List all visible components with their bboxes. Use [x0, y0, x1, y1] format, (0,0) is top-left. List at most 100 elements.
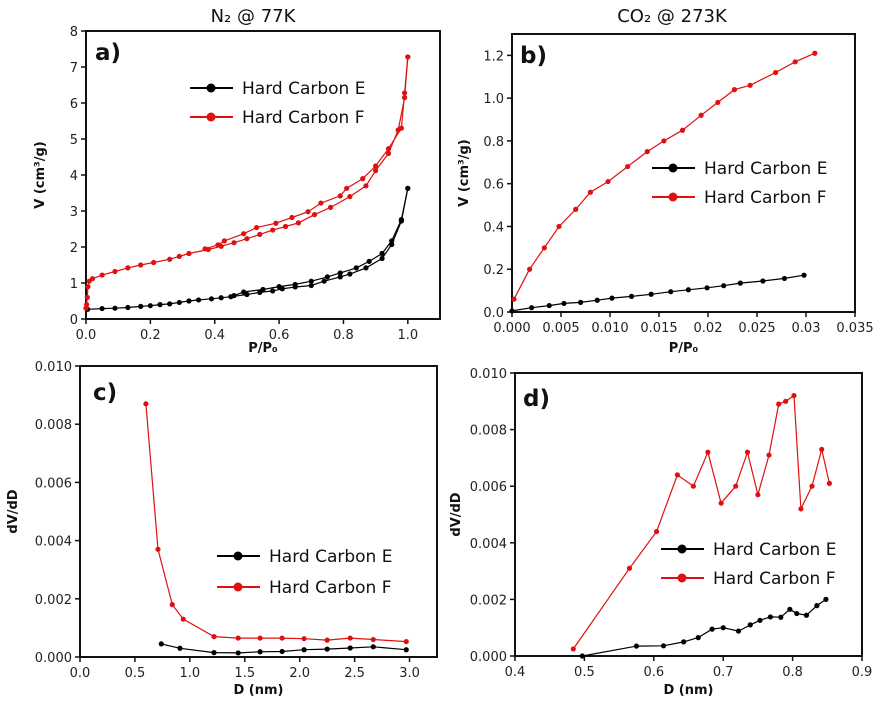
- y-tick-label: 3: [70, 205, 78, 220]
- data-point: [747, 82, 753, 88]
- data-point: [773, 69, 779, 76]
- x-axis-label: D (nm): [233, 683, 283, 698]
- data-point: [211, 634, 217, 640]
- plot-frame: [514, 372, 863, 657]
- data-point: [587, 189, 594, 195]
- data-point: [791, 393, 797, 399]
- y-tick-label: 1.2: [483, 49, 504, 64]
- data-point: [679, 127, 686, 133]
- x-tick-label: 0.005: [542, 321, 579, 336]
- data-point: [167, 301, 173, 307]
- data-point: [282, 223, 289, 230]
- series-hard-carbon-f: [511, 50, 818, 302]
- data-point: [337, 270, 343, 276]
- x-axis-label: P/P₀: [669, 341, 699, 356]
- x-axis-label: D (nm): [663, 683, 713, 698]
- data-point: [257, 649, 263, 655]
- data-point: [370, 644, 376, 650]
- legend-marker: [233, 551, 243, 561]
- data-point: [125, 304, 131, 311]
- x-tick-label: 0.015: [640, 321, 677, 336]
- data-point: [379, 250, 385, 257]
- data-point: [373, 163, 379, 169]
- y-tick-label: 0.004: [35, 535, 72, 550]
- chart-panel-c: 0.0 0.5 1.0 1.5 2.0 2.5 3.0 0.000 0.002 0.004 0.00…: [6, 360, 438, 698]
- data-point: [735, 628, 742, 634]
- data-point: [695, 635, 701, 641]
- data-point: [218, 295, 224, 301]
- legend-label: Hard Carbon F: [242, 108, 365, 128]
- data-point: [138, 262, 144, 268]
- data-point: [301, 636, 307, 642]
- y-tick-label: 1: [70, 277, 78, 292]
- data-point: [231, 293, 237, 299]
- panel-label: a): [95, 40, 121, 66]
- data-point: [398, 125, 404, 131]
- data-point: [279, 635, 285, 641]
- data-point: [798, 506, 804, 512]
- x-tick-label: 0.8: [782, 665, 803, 680]
- data-point: [685, 287, 692, 293]
- legend-marker: [206, 83, 216, 93]
- data-point: [609, 295, 615, 301]
- data-point: [150, 259, 157, 266]
- data-point: [766, 452, 772, 458]
- x-tick-label: 0.010: [591, 321, 628, 336]
- x-tick-label: 1.5: [234, 666, 255, 681]
- data-point: [803, 612, 810, 618]
- data-point: [403, 647, 409, 653]
- data-point: [794, 610, 800, 617]
- data-point: [628, 293, 635, 299]
- chart-title: CO₂ @ 273K: [617, 6, 728, 27]
- data-point: [705, 449, 711, 455]
- data-point: [347, 635, 353, 641]
- y-tick-label: 5: [70, 133, 78, 148]
- data-point: [241, 231, 247, 237]
- data-point: [84, 294, 90, 300]
- data-point: [138, 303, 144, 309]
- data-point: [196, 297, 202, 303]
- legend-marker: [233, 582, 243, 592]
- x-tick-label: 0.02: [694, 321, 723, 336]
- data-point: [353, 265, 359, 271]
- x-tick-label: 0.6: [643, 665, 664, 680]
- data-point: [85, 284, 91, 290]
- data-point: [787, 606, 793, 612]
- data-point: [570, 646, 576, 652]
- data-point: [385, 150, 392, 156]
- data-point: [605, 178, 611, 185]
- data-point: [573, 206, 579, 212]
- data-point: [186, 298, 192, 304]
- x-tick-label: 0.000: [493, 321, 530, 336]
- data-point: [594, 297, 600, 303]
- y-axis-label: dV/dD: [449, 492, 464, 536]
- legend-label: Hard Carbon E: [704, 159, 827, 179]
- data-point: [578, 299, 584, 305]
- data-point: [279, 648, 285, 655]
- y-tick-label: 6: [70, 97, 78, 112]
- x-tick-label: 2.5: [344, 666, 365, 681]
- data-point: [744, 449, 751, 455]
- data-point: [308, 282, 314, 289]
- data-point: [626, 565, 633, 571]
- data-point: [270, 227, 276, 233]
- data-point: [778, 614, 784, 620]
- x-tick-label: 0.0: [76, 328, 97, 343]
- data-point: [826, 480, 832, 486]
- data-point: [721, 283, 727, 289]
- data-point: [661, 138, 667, 144]
- data-point: [579, 653, 585, 659]
- y-tick-label: 0.8: [483, 135, 504, 150]
- data-point: [147, 303, 153, 309]
- data-point: [633, 643, 640, 649]
- data-point: [767, 614, 773, 620]
- legend-entry: Hard Carbon E: [652, 159, 827, 179]
- data-point: [84, 302, 90, 308]
- data-point: [812, 50, 818, 56]
- data-point: [260, 286, 266, 293]
- series-line: [513, 52, 816, 300]
- x-tick-label: 0.6: [269, 328, 290, 343]
- data-point: [324, 274, 330, 280]
- data-point: [327, 204, 334, 210]
- panel-label: b): [520, 43, 547, 69]
